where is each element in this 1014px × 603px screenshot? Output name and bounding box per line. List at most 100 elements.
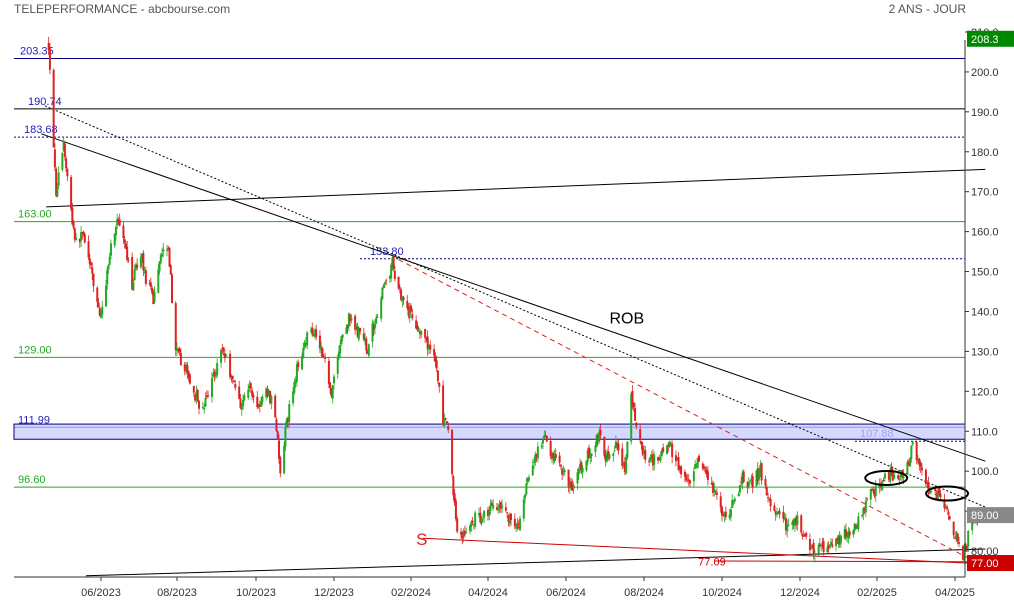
x-tick-label: 10/2024 — [702, 587, 742, 599]
candle-body — [891, 472, 894, 481]
candle-body — [427, 346, 430, 350]
candle-body — [320, 345, 323, 351]
candle-body — [350, 318, 353, 321]
candle-body — [304, 342, 307, 344]
candle-body — [961, 545, 964, 560]
candle-body — [257, 404, 260, 407]
candle-body — [108, 256, 111, 265]
candle-body — [710, 482, 713, 485]
candle-body — [852, 530, 855, 535]
candle-body — [632, 403, 635, 408]
candle-body — [324, 357, 327, 359]
candle-body — [436, 370, 439, 382]
candle-body — [124, 243, 127, 249]
candle-body — [862, 508, 865, 515]
candle-body — [133, 269, 136, 280]
candle-body — [185, 364, 188, 372]
candle-body — [701, 463, 704, 469]
candle-body — [52, 69, 55, 148]
candle-body — [572, 485, 575, 489]
candle-body — [232, 380, 235, 383]
candle-body — [460, 532, 463, 535]
candle-body — [544, 435, 547, 437]
candle-body — [651, 454, 654, 466]
candle-body — [612, 453, 615, 456]
candle-body — [487, 509, 489, 516]
candle-body — [239, 398, 242, 408]
candle-body — [732, 501, 735, 503]
candle-body — [151, 287, 154, 293]
candle-body — [279, 457, 282, 474]
candle-body — [617, 443, 620, 451]
candle-body — [869, 488, 872, 500]
x-tick-label: 08/2024 — [624, 587, 664, 599]
x-tick-label: 12/2023 — [314, 587, 354, 599]
candle-body — [456, 518, 459, 532]
x-tick-label: 02/2025 — [857, 587, 897, 599]
candle-body — [965, 545, 968, 549]
candle-body — [634, 408, 637, 421]
candle-body — [677, 456, 680, 470]
candle-body — [256, 396, 259, 408]
candle-body — [57, 172, 60, 186]
candle-body — [928, 491, 931, 494]
candle-body — [526, 478, 529, 482]
candle-body — [276, 431, 279, 439]
candle-body — [843, 528, 846, 539]
candle-body — [873, 489, 876, 497]
candle-body — [192, 385, 195, 393]
candle-body — [764, 478, 767, 486]
candle-body — [220, 350, 223, 363]
candle-body — [126, 246, 129, 260]
candle-body — [62, 141, 65, 151]
candle-body — [382, 285, 385, 288]
candle-body — [260, 401, 263, 407]
zone-rect — [13, 423, 966, 440]
candle-body — [662, 447, 665, 452]
candle-body — [187, 371, 190, 378]
candle-body — [132, 282, 135, 291]
candle-body — [835, 538, 838, 546]
x-tick-label: 12/2024 — [780, 587, 820, 599]
candle-body — [758, 469, 761, 480]
candle-body — [258, 406, 261, 408]
trendline — [41, 133, 986, 462]
candle-body — [265, 388, 268, 398]
candle-body — [346, 325, 349, 328]
candle-body — [465, 532, 468, 534]
trendline — [714, 560, 986, 563]
candle-body — [955, 531, 958, 540]
candle-body — [579, 464, 582, 469]
candle-body — [811, 545, 814, 547]
candle-body — [658, 458, 661, 460]
candle-body — [800, 515, 803, 533]
candle-body — [416, 325, 419, 331]
candle-body — [540, 445, 543, 448]
candle-body — [297, 362, 300, 368]
candle-body — [288, 404, 291, 422]
candle-body — [442, 385, 445, 424]
candle-body — [944, 506, 947, 508]
candle-body — [243, 395, 246, 401]
price-marker-box — [967, 507, 1014, 524]
candle-body — [861, 514, 864, 517]
candle-body — [251, 390, 254, 396]
candle-body — [507, 515, 510, 522]
candle-body — [689, 480, 692, 484]
candle-body — [909, 457, 912, 467]
candle-body — [817, 544, 820, 554]
candle-body — [856, 526, 859, 530]
candle-body — [286, 417, 289, 423]
candle-body — [252, 394, 255, 398]
candle-body — [531, 465, 534, 476]
candle-body — [751, 476, 754, 488]
candle-body — [826, 547, 829, 553]
candle-body — [513, 518, 516, 527]
candle-body — [284, 427, 287, 447]
candle-body — [495, 507, 498, 510]
candle-body — [506, 512, 509, 514]
candle-body — [70, 177, 73, 209]
candle-body — [408, 306, 411, 319]
candle-body — [247, 389, 250, 398]
candle-body — [935, 493, 938, 500]
